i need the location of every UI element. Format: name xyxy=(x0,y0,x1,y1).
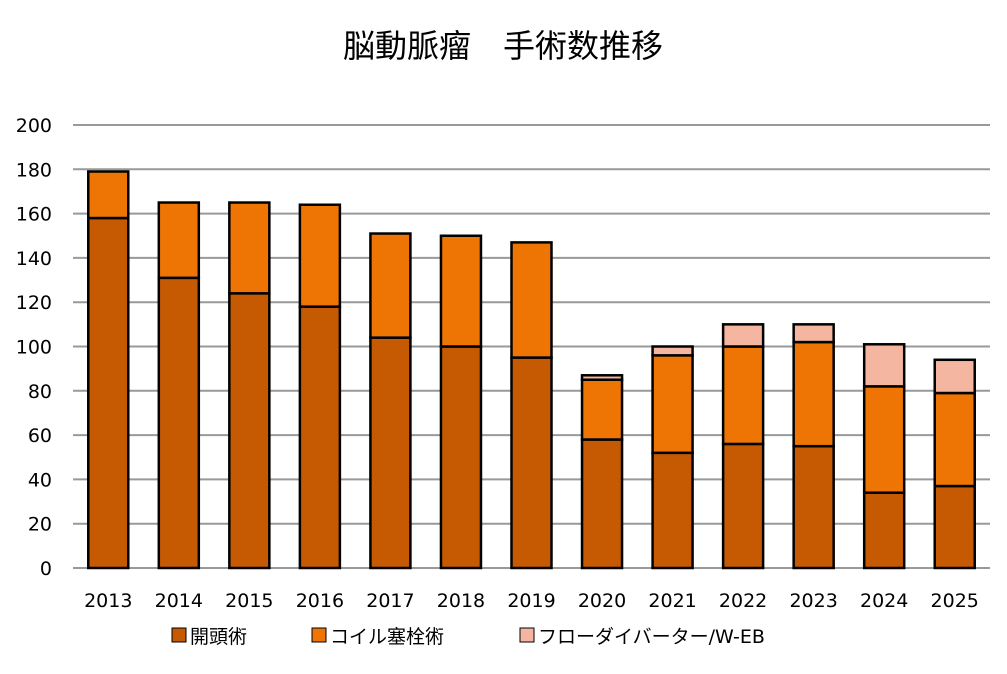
x-tick-label: 2020 xyxy=(578,590,626,612)
x-tick-label: 2013 xyxy=(84,590,132,612)
y-tick-label: 60 xyxy=(28,425,52,447)
y-tick-label: 40 xyxy=(28,469,52,491)
bar-segment-0 xyxy=(580,438,624,570)
x-tick-label: 2025 xyxy=(931,590,979,612)
bar-segment-0 xyxy=(721,442,765,570)
bar-segment-2 xyxy=(580,374,624,381)
x-tick-label: 2014 xyxy=(155,590,203,612)
x-tick-label: 2019 xyxy=(507,590,555,612)
legend-label: 開頭術 xyxy=(190,626,247,648)
y-tick-label: 20 xyxy=(28,514,52,536)
x-tick-label: 2017 xyxy=(366,590,414,612)
bar-segment-0 xyxy=(228,292,271,570)
bar-segment-0 xyxy=(439,345,483,570)
y-tick-label: 0 xyxy=(40,558,52,580)
bar-segment-2 xyxy=(651,345,694,357)
bar-segment-2 xyxy=(862,343,906,388)
x-tick-label: 2023 xyxy=(789,590,837,612)
bar-segment-0 xyxy=(792,444,835,570)
legend-swatch xyxy=(171,627,187,643)
bar-segment-1 xyxy=(651,354,694,455)
legend-swatch xyxy=(311,627,327,643)
x-tick-label: 2015 xyxy=(225,590,273,612)
chart-title: 脳動脈瘤 手術数推移 xyxy=(343,27,663,65)
y-tick-label: 140 xyxy=(16,248,52,270)
bar-segment-1 xyxy=(87,170,130,220)
bar-segment-1 xyxy=(721,345,765,446)
bar-segment-0 xyxy=(87,216,130,570)
bar-segment-0 xyxy=(369,336,412,570)
y-tick-label: 200 xyxy=(16,115,52,137)
bar-segment-1 xyxy=(157,201,201,280)
bar-segment-1 xyxy=(510,241,553,359)
y-tick-label: 100 xyxy=(16,337,52,359)
x-tick-label: 2016 xyxy=(296,590,344,612)
bar-segment-2 xyxy=(721,323,765,348)
bar-segment-2 xyxy=(792,323,835,344)
y-tick-label: 180 xyxy=(16,159,52,181)
bar-segment-0 xyxy=(651,451,694,570)
bar-segment-0 xyxy=(862,491,906,570)
y-tick-label: 120 xyxy=(16,292,52,314)
legend-swatch xyxy=(519,627,535,643)
legend-label: コイル塞栓術 xyxy=(330,626,444,648)
bar-segment-2 xyxy=(933,358,976,395)
bar-segment-0 xyxy=(510,356,553,570)
x-tick-label: 2021 xyxy=(648,590,696,612)
bar-segment-1 xyxy=(933,391,976,488)
bar-segment-1 xyxy=(228,201,271,295)
bar-segment-1 xyxy=(580,378,624,441)
y-tick-label: 80 xyxy=(28,381,52,403)
bar-segment-1 xyxy=(862,385,906,494)
bar-segment-1 xyxy=(439,234,483,348)
bar-segment-1 xyxy=(792,340,835,448)
bar-segment-0 xyxy=(933,484,976,570)
x-tick-label: 2024 xyxy=(860,590,908,612)
bar-segment-0 xyxy=(157,276,201,570)
bar-segment-1 xyxy=(298,203,342,308)
x-tick-label: 2022 xyxy=(719,590,767,612)
bar-segment-1 xyxy=(369,232,412,339)
y-tick-label: 160 xyxy=(16,204,52,226)
x-tick-label: 2018 xyxy=(437,590,485,612)
bar-segment-0 xyxy=(298,305,342,570)
legend-label: フローダイバーター/W-EB xyxy=(538,626,765,648)
